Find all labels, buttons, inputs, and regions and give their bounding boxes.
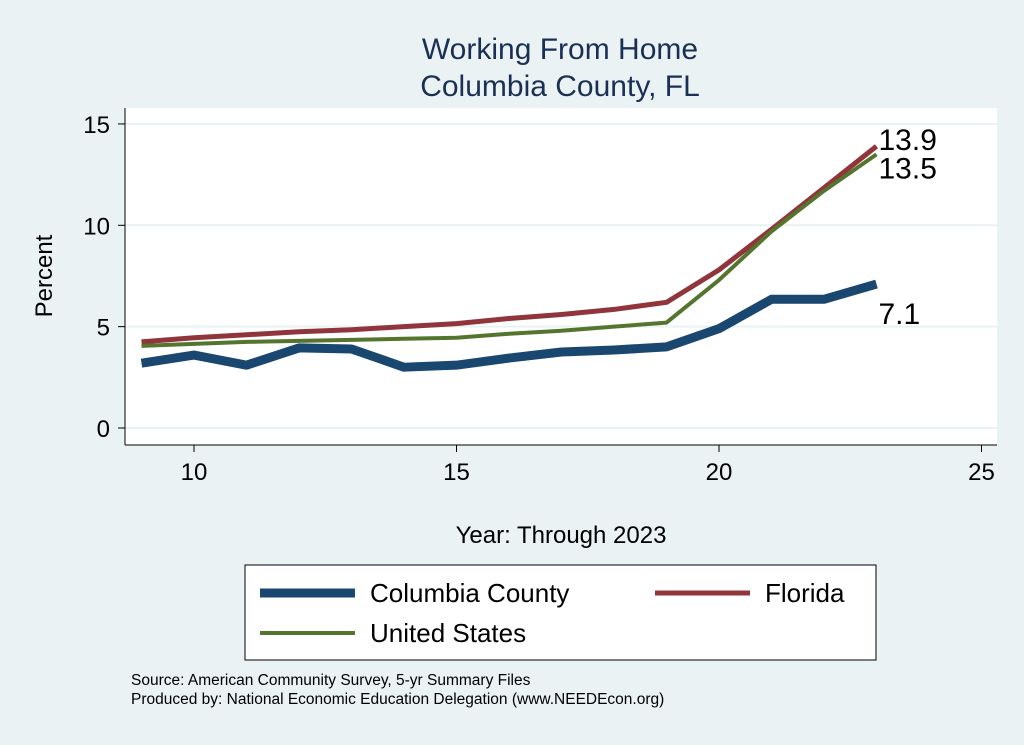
plot-area	[125, 108, 997, 445]
chart-title: Working From Home	[422, 33, 698, 66]
series-line-florida	[141, 144, 879, 345]
end-label: 13.9	[879, 124, 937, 157]
legend	[244, 564, 877, 661]
x-tick-label: 10	[181, 459, 208, 486]
legend-label: United States	[370, 618, 526, 648]
produced-by-note: Produced by: National Economic Education…	[131, 691, 665, 708]
end-label: 7.1	[879, 298, 921, 331]
y-tick-label: 10	[83, 213, 110, 240]
x-tick-label: 20	[706, 459, 733, 486]
y-tick-label: 5	[97, 315, 110, 342]
x-tick-label: 25	[968, 459, 995, 486]
chart-subtitle: Columbia County, FL	[420, 70, 700, 103]
y-tick-label: 0	[97, 416, 110, 443]
source-note: Source: American Community Survey, 5-yr …	[131, 672, 531, 689]
end-label: 13.5	[879, 152, 937, 185]
y-axis-label: Percent	[31, 234, 58, 317]
legend-label: Columbia County	[370, 578, 569, 608]
x-axis-label: Year: Through 2023	[456, 522, 667, 549]
series-line-united-states	[141, 152, 878, 348]
series-line-columbia-county	[140, 279, 878, 372]
legend-label: Florida	[765, 578, 845, 608]
x-tick-label: 15	[443, 459, 470, 486]
y-tick-label: 15	[83, 112, 110, 139]
